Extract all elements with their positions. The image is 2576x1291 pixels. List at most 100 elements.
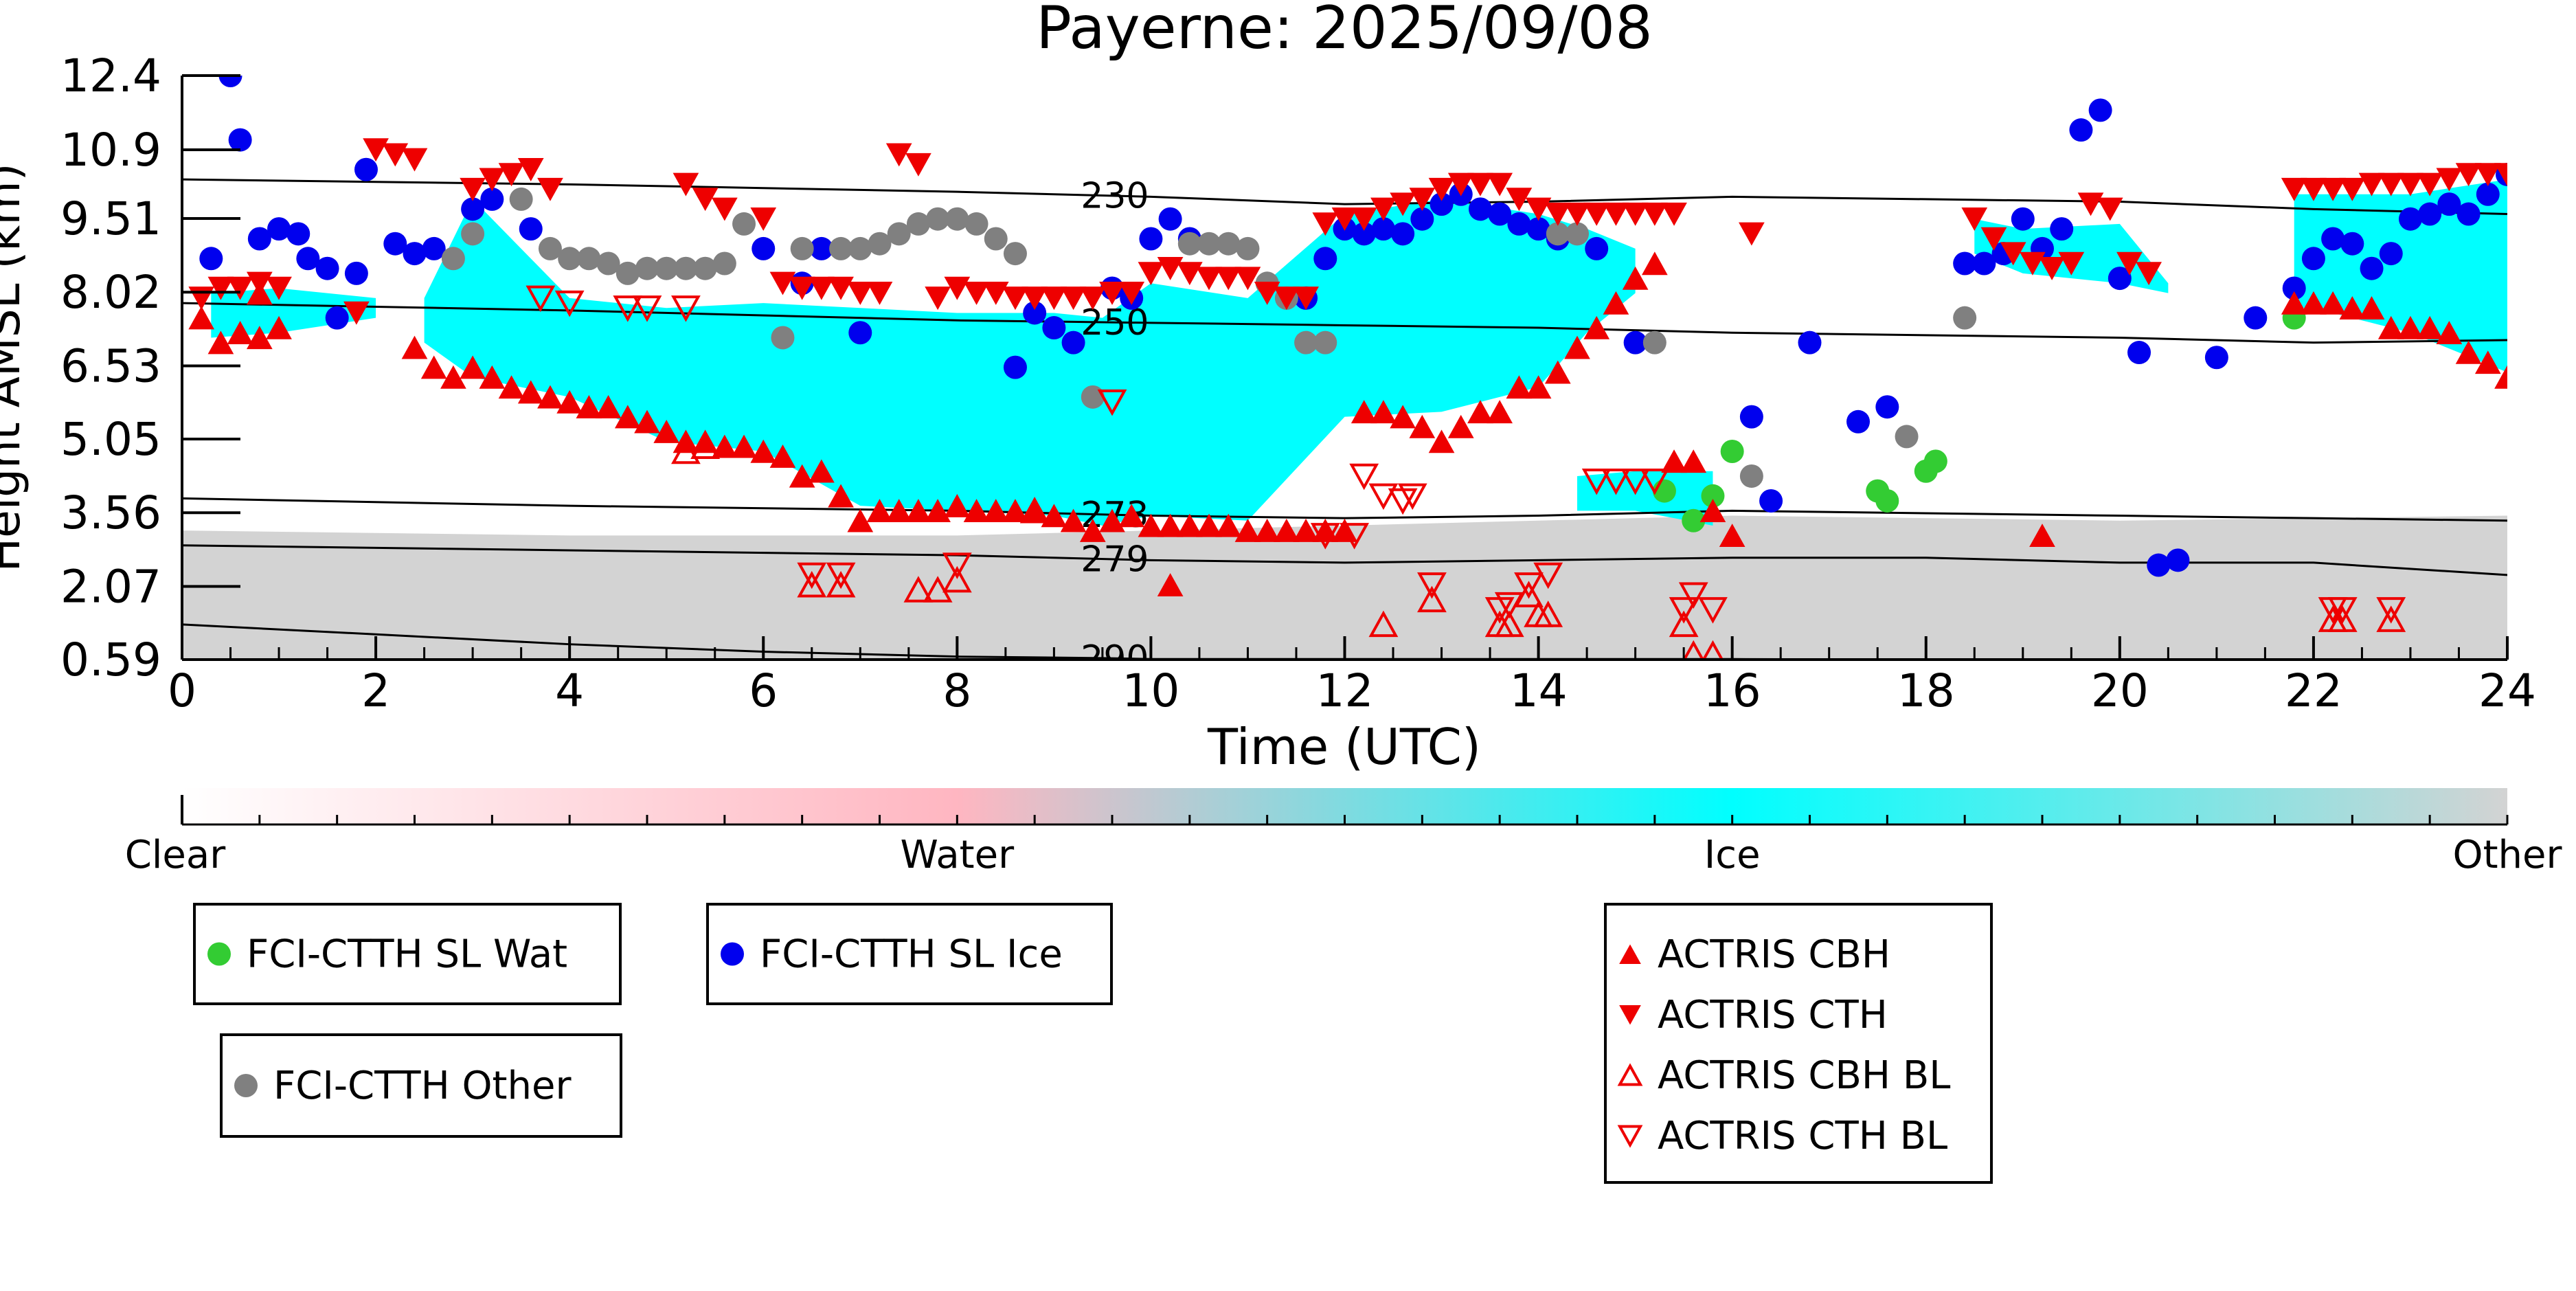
plot-background [182,179,2507,660]
actris-cbh-bl-point [2327,605,2358,632]
actris-cth-point [1274,287,1300,311]
actris-cth-bl-point [797,562,827,590]
actris-cth-point [944,276,971,300]
fci-ctth-sl-ice-point [2244,306,2268,330]
actris-cbh-point [2474,350,2501,374]
actris-cbh-bl-point [1682,640,1704,660]
actris-cbh-point [1138,513,1164,537]
fci-ctth-other-point [655,256,679,280]
actris-cbh-bl-point [690,432,721,459]
actris-cth-bl-point [1698,597,1728,624]
fci-ctth-other-point [441,247,465,271]
actris-cth-bl-point [2327,597,2358,624]
actris-cth-bl-point [526,285,556,313]
actris-cth-point [1370,197,1397,221]
actris-cth-point [2320,177,2346,201]
fci-ctth-sl-ice-point [247,227,271,251]
fci-ctth-sl-ice-point [2360,256,2384,280]
fci-ctth-sl-ice-point [422,236,446,260]
fci-ctth-sl-ice-point [848,321,872,345]
actris-cth-point [750,207,777,231]
actris-cth-point [246,271,273,295]
isotherm-label: 250 [1081,302,1149,344]
actris-cbh-point [925,499,951,523]
actris-cbh-point [982,499,1009,523]
fci-ctth-other-point [1197,232,1221,256]
actris-cbh-point [1002,499,1028,523]
fci-ctth-other-point [577,247,601,271]
actris-cth-point [460,177,486,201]
actris-cbh-point [401,335,428,359]
actris-cth-point [1138,262,1164,286]
actris-cth-point [963,281,990,305]
actris-cbh-point [1719,524,1745,548]
actris-cth-point [1447,172,1474,197]
actris-cth-bl-point [1601,468,1631,495]
fci-ctth-sl-wat-point [1720,439,1744,463]
actris-cth-point [789,276,815,300]
actris-cth-point [517,158,544,181]
actris-cth-point [2474,163,2501,187]
actris-cbh-point [1641,251,1668,276]
fci-ctth-other-point [1739,464,1763,488]
actris-cbh-point [731,434,757,458]
legend-box: FCI-CTTH SL Ice [706,903,1113,1005]
actris-cth-point [1487,172,1513,197]
fci-ctth-sl-ice-point [1158,207,1182,231]
series-actris-cbh [188,251,2507,597]
actris-cbh-bl-point [826,571,856,598]
actris-cth-point [498,163,525,187]
actris-cth-point [537,177,563,201]
fci-ctth-other-point [829,236,853,260]
actris-cth-point [1564,202,1590,226]
actris-cbh-point [1176,513,1203,537]
legend-label: FCI-CTTH SL Ice [760,932,1063,977]
actris-cth-point [925,287,951,311]
fci-ctth-sl-ice-point [2340,232,2364,256]
fci-ctth-other-point [1294,330,1318,355]
legend-marker [1617,1125,1643,1148]
y-tick-label: 6.53 [60,339,161,392]
actris-cbh-point [2377,315,2404,339]
actris-cbh-point [2436,321,2463,344]
fci-ctth-sl-ice-point [2321,227,2345,251]
actris-cth-point [2116,251,2143,276]
fci-ctth-other-point [1566,222,1589,246]
legend-frame [706,903,1113,1005]
fci-ctth-sl-wat-point [1923,449,1947,473]
x-tick-label: 18 [1897,664,1955,717]
actris-cbh-point [809,459,835,483]
actris-cbh-point [1157,513,1184,537]
actris-cth-point [1428,177,1455,201]
actris-cth-point [2417,172,2443,197]
actris-cth-point [1661,202,1687,226]
fci-ctth-sl-ice-point [2011,207,2035,231]
actris-cbh-bl-point [1533,600,1563,627]
actris-cth-bl-point [1368,483,1399,510]
actris-cth-point [1980,227,2007,251]
actris-cbh-point [1409,414,1436,438]
actris-cbh-point [1603,291,1629,315]
actris-cbh-point [711,434,738,458]
actris-cth-point [2020,251,2046,276]
legend-marker [234,1074,258,1097]
actris-cth-point [711,197,738,221]
ice-class-region [424,199,1636,526]
actris-cbh-bl-point [1417,585,1447,613]
actris-cth-bl-point [1640,468,1670,495]
fci-ctth-other-point [1546,222,1570,246]
colorbar-label: Other [2452,833,2562,877]
actris-cbh-point [1293,518,1319,542]
actris-cbh-point [750,439,777,463]
actris-cth-point [1603,202,1629,226]
legend-group: FCI-CTTH SL Wat FCI-CTTH SL Ice FCI-CTTH O… [193,903,1993,1184]
fci-ctth-sl-ice-point [2069,118,2093,142]
actris-cth-point [343,301,370,325]
x-axis-label: Time (UTC) [1207,718,1481,776]
actris-cbh-point [420,355,447,379]
colorbar-label: Water [901,833,1015,877]
actris-cbh-point [266,315,292,339]
actris-cbh-point [1099,508,1125,532]
actris-cth-point [885,143,912,167]
fci-ctth-other-point [1081,385,1105,409]
